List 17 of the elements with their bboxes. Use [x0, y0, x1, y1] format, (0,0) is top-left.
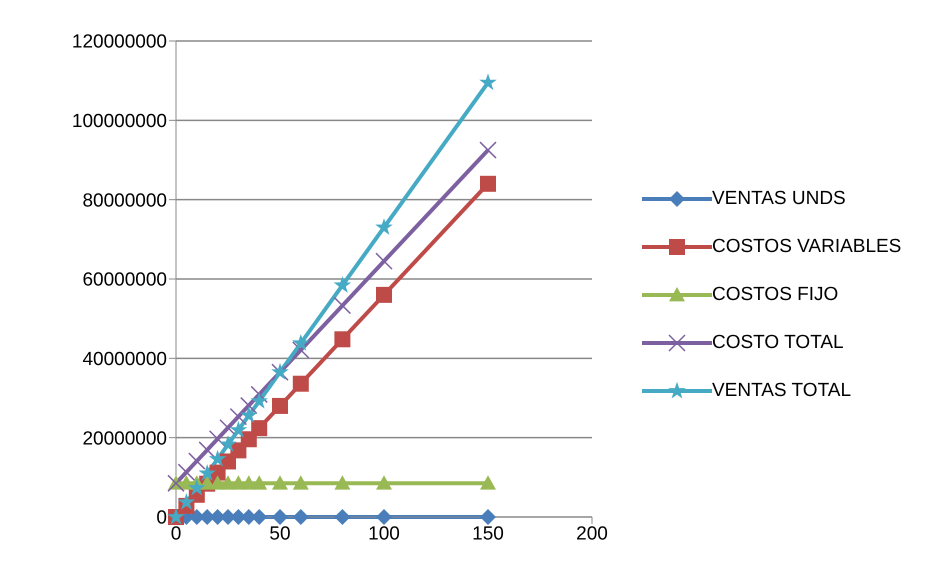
legend-label: COSTOS FIJO — [712, 284, 838, 306]
y-tick-label: 0 — [156, 508, 167, 529]
legend-label: COSTO TOTAL — [712, 332, 844, 354]
x-tick-label: 200 — [576, 523, 608, 544]
y-tick-label: 120000000 — [72, 32, 167, 53]
y-tick-label: 60000000 — [82, 270, 167, 291]
legend-label: VENTAS TOTAL — [712, 380, 852, 402]
y-tick-label: 40000000 — [82, 349, 167, 370]
x-tick-label: 50 — [269, 523, 291, 544]
y-tick-label: 80000000 — [82, 190, 167, 212]
x-tick-label: 100 — [368, 523, 400, 544]
x-tick-label: 150 — [472, 523, 504, 544]
x-tick-label: 0 — [170, 523, 182, 544]
legend-label: VENTAS UNDS — [712, 188, 846, 210]
y-tick-label: 100000000 — [72, 111, 167, 132]
y-tick-label: 20000000 — [82, 428, 167, 450]
legend-label: COSTOS VARIABLES — [712, 236, 902, 258]
